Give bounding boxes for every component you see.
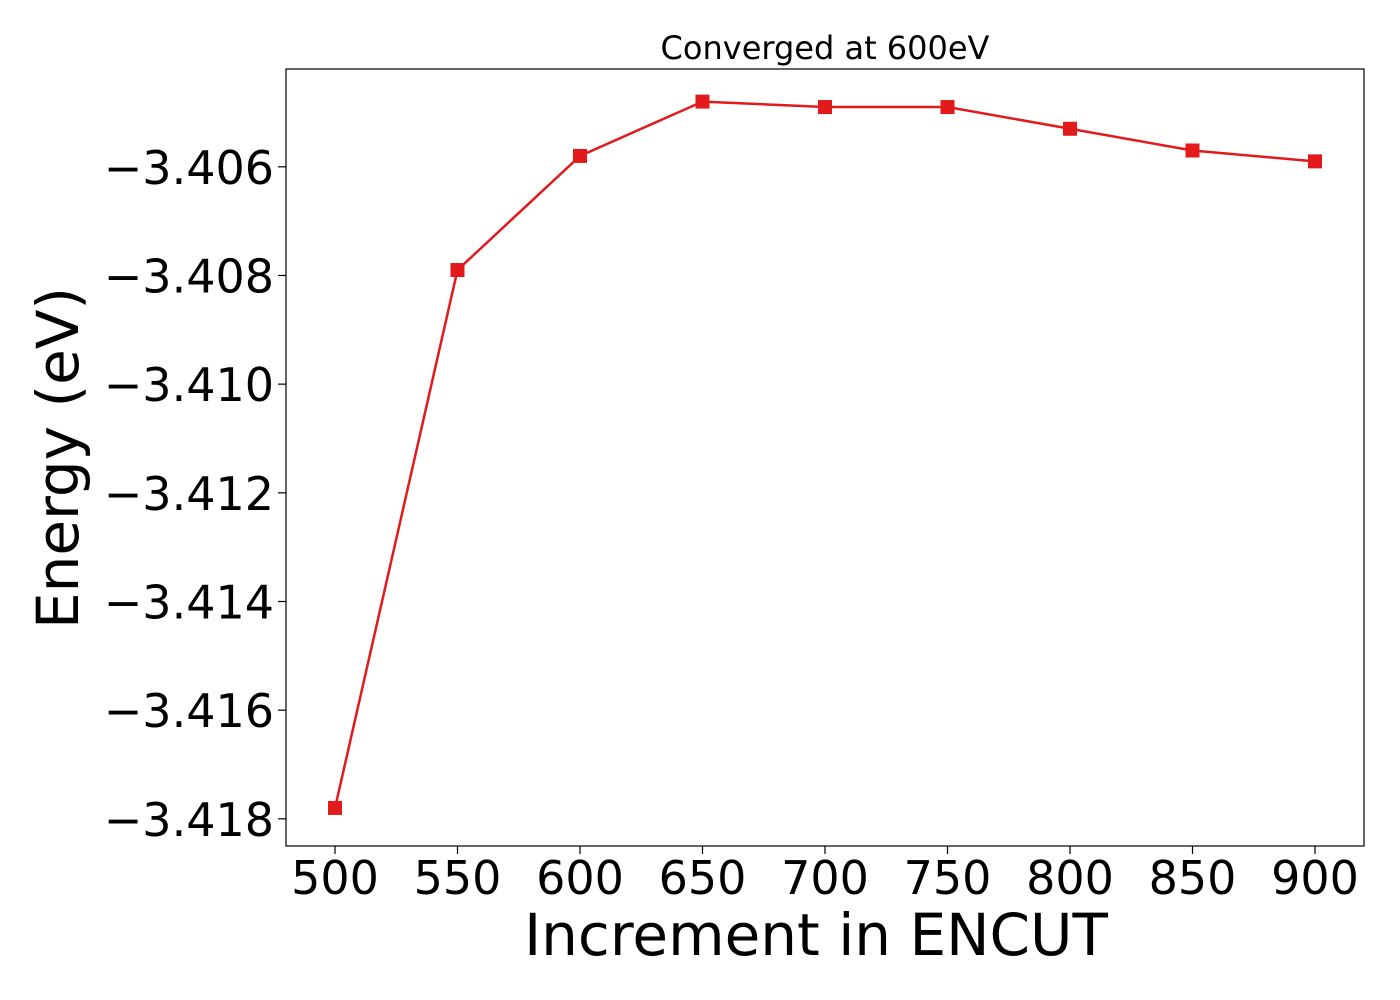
plot-frame (285, 68, 1365, 847)
x-tick-label: 600 (536, 851, 624, 905)
data-point (1308, 154, 1322, 169)
y-tick-label: −3.410 (104, 358, 274, 412)
y-tick-label: −3.414 (104, 575, 274, 629)
data-point (695, 94, 710, 109)
data-point (573, 148, 587, 163)
chart-title: Converged at 600eV (661, 29, 990, 67)
x-tick-label: 900 (1271, 851, 1359, 905)
y-tick-label: −3.418 (104, 793, 274, 847)
data-point (818, 100, 832, 115)
x-tick-label: 500 (291, 851, 379, 905)
y-axis-label: Energy (eV) (24, 287, 92, 629)
data-point (940, 100, 955, 115)
x-tick-label: 850 (1149, 851, 1237, 905)
plot-area (328, 94, 1322, 815)
x-axis: 500 550 600 650 700 750 800 850 900 (291, 846, 1359, 905)
data-point (328, 800, 342, 815)
y-tick-label: −3.406 (104, 141, 274, 195)
data-point (1185, 143, 1200, 158)
x-tick-label: 700 (781, 851, 869, 905)
data-point (1063, 121, 1077, 136)
x-axis-label: Increment in ENCUT (524, 901, 1108, 969)
y-tick-label: −3.416 (104, 684, 274, 738)
y-tick-label: −3.408 (104, 249, 274, 303)
y-tick-label: −3.412 (104, 467, 274, 521)
x-tick-label: 650 (659, 851, 747, 905)
x-tick-label: 800 (1026, 851, 1114, 905)
data-point (450, 263, 465, 278)
series-line (333, 100, 1316, 809)
x-tick-label: 750 (904, 851, 992, 905)
y-axis: −3.418 −3.416 −3.414 −3.412 −3.410 −3.408 −3.4… (104, 141, 286, 847)
x-tick-label: 550 (414, 851, 502, 905)
